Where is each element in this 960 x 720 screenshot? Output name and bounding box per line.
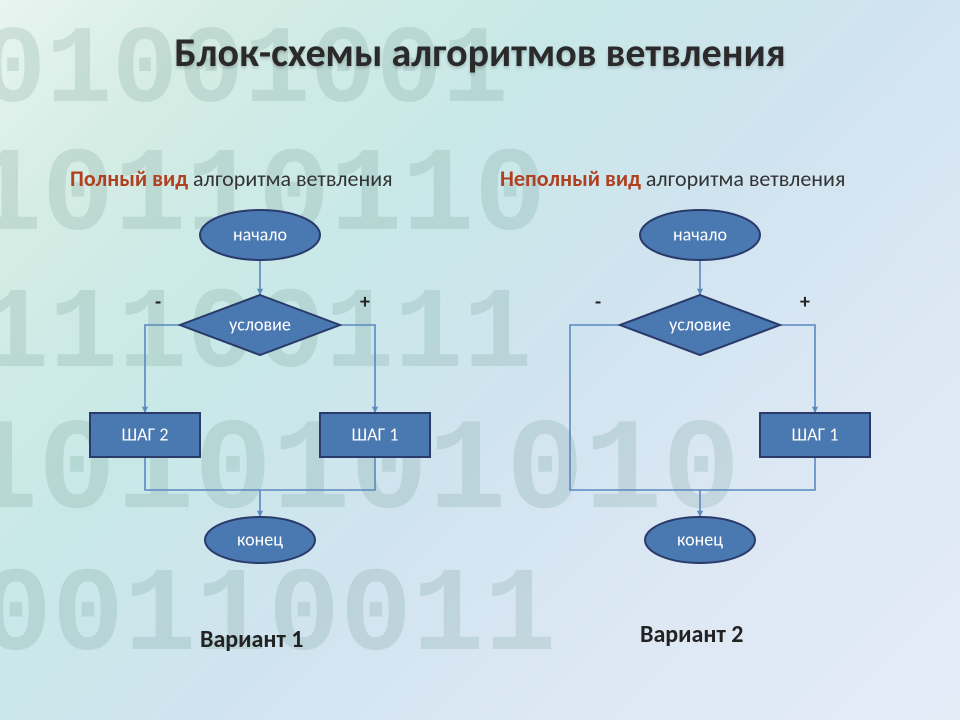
flowchart-full: - + начало условие ШАГ 2 ШАГ 1 конец	[60, 200, 460, 600]
page-title: Блок-схемы алгоритмов ветвления	[0, 28, 960, 77]
subtitle-left: Полный вид алгоритма ветвления	[70, 165, 393, 192]
node-label-step2: ШАГ 2	[122, 423, 169, 445]
edge	[570, 325, 700, 490]
node-label-step1: ШАГ 1	[792, 423, 839, 445]
node-label-cond: условие	[669, 313, 731, 335]
node-label-end: конец	[677, 528, 723, 550]
edge	[145, 457, 260, 490]
subtitle-right-strong: Неполный вид	[500, 165, 641, 192]
edge-label: -	[155, 290, 161, 314]
edge	[340, 325, 375, 413]
flowchart-partial: - + начало условие ШАГ 1 конец	[500, 200, 900, 600]
node-label-cond: условие	[229, 313, 291, 335]
node-label-end: конец	[237, 528, 283, 550]
edge	[700, 457, 815, 490]
node-label-step1: ШАГ 1	[352, 423, 399, 445]
edge	[145, 325, 180, 413]
variant1-label: Вариант 1	[200, 625, 303, 654]
variant2-label: Вариант 2	[640, 620, 743, 649]
subtitle-right-rest: алгоритма ветвления	[641, 165, 845, 192]
edge	[780, 325, 815, 413]
node-label-start: начало	[233, 223, 287, 245]
subtitle-left-strong: Полный вид	[70, 165, 188, 192]
node-label-start: начало	[673, 223, 727, 245]
edge-label: +	[360, 290, 370, 314]
edge	[260, 457, 375, 490]
subtitle-right: Неполный вид алгоритма ветвления	[500, 165, 845, 192]
edge-label: +	[800, 290, 810, 314]
edge-label: -	[595, 290, 601, 314]
subtitle-left-rest: алгоритма ветвления	[188, 165, 392, 192]
